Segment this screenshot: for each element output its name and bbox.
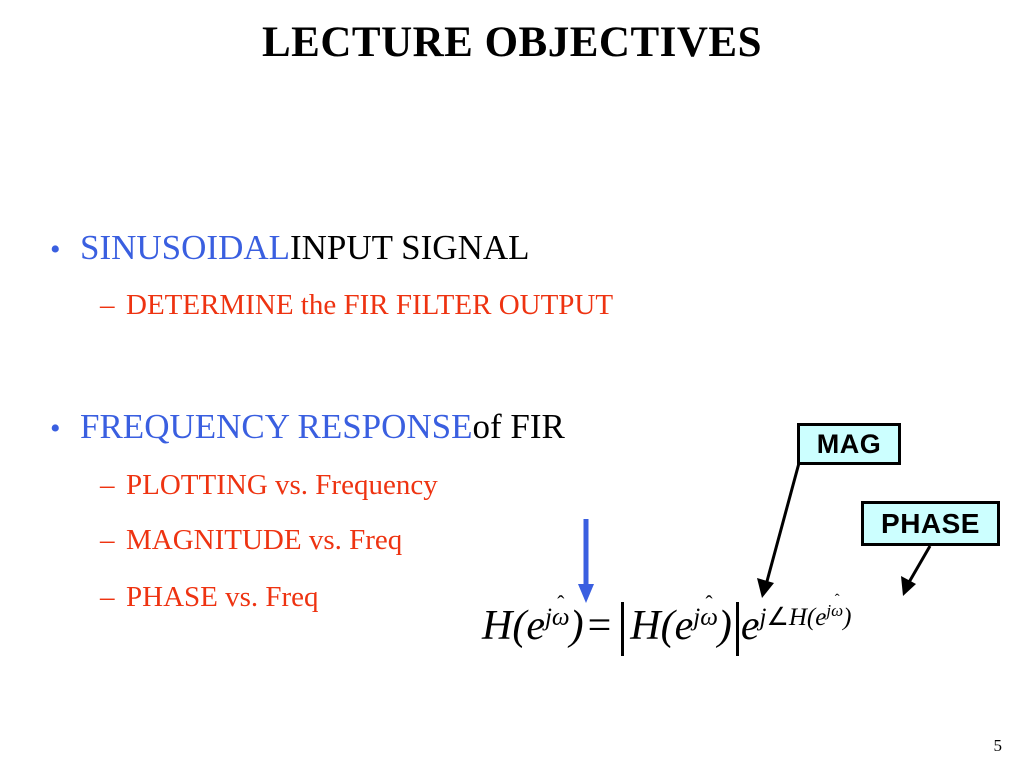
bullet-frequency-response-of-fir: • FREQUENCY RESPONSE of FIR	[50, 407, 565, 449]
bullet-list: • SINUSOIDAL INPUT SIGNAL – DETERMINE th…	[50, 228, 613, 614]
subbullet-label: PHASE vs. Freq	[126, 581, 319, 613]
eq-phase-exp-j: j	[759, 604, 767, 631]
subbullet-plotting-vs-frequency: – PLOTTING vs. Frequency	[100, 468, 438, 502]
bullet-plain-text: of FIR	[472, 407, 565, 446]
eq-mag-base: H(e	[630, 603, 694, 649]
subbullet-label: MAGNITUDE vs. Freq	[126, 524, 403, 556]
bullet-marker-dash: –	[100, 581, 115, 613]
bullet-marker-dash: –	[100, 524, 115, 556]
angle-icon: ∠	[766, 604, 789, 631]
page-title: LECTURE OBJECTIVES	[261, 19, 763, 66]
page-number: 5	[993, 736, 1003, 755]
eq-phase-inner-close: )	[843, 604, 852, 631]
bullet-marker-dot: •	[50, 412, 61, 445]
phase-callout-arrow-icon	[901, 545, 932, 596]
bullet-marker-dash: –	[100, 469, 115, 501]
subbullet-label: DETERMINE the FIR FILTER OUTPUT	[126, 289, 614, 321]
callout-label-phase: PHASE	[881, 507, 980, 539]
eq-phase-H: H(e	[788, 604, 827, 631]
frequency-response-equation: H(ej ˆ ω)= H(ej ˆ ω) ej∠H(ej ˆ ω)	[482, 590, 852, 657]
eq-equals: =	[587, 603, 612, 649]
subbullet-magnitude-vs-freq: – MAGNITUDE vs. Freq	[100, 523, 402, 557]
eq-mag-close: )	[717, 603, 732, 649]
subbullet-label: PLOTTING vs. Frequency	[126, 469, 438, 501]
callout-label-mag: MAG	[816, 428, 882, 459]
bullet-marker-dash: –	[100, 289, 115, 321]
callout-box-phase[interactable]: PHASE	[861, 501, 1000, 546]
eq-magnitude-term: H(ej ˆ ω)	[621, 590, 739, 657]
eq-lhs-close: )	[569, 603, 584, 649]
eq-lhs-base: H(e	[482, 603, 545, 649]
eq-phase-inner-j: j	[826, 601, 832, 620]
bullet-accent-text: FREQUENCY RESPONSE	[80, 407, 473, 446]
subbullet-phase-vs-freq: – PHASE vs. Freq	[100, 580, 319, 614]
bullet-marker-dot: •	[50, 233, 61, 266]
bullet-accent-text: SINUSOIDAL	[80, 228, 290, 267]
bullet-sinusoidal-input-signal: • SINUSOIDAL INPUT SIGNAL	[50, 228, 530, 270]
callout-box-mag[interactable]: MAG	[797, 423, 901, 465]
eq-mag-exp-j: j	[693, 604, 701, 631]
eq-phase-e: e	[740, 603, 760, 649]
eq-phase-exponent: j∠H(ej ˆ ω)	[759, 592, 852, 631]
subbullet-determine-fir-filter-output: – DETERMINE the FIR FILTER OUTPUT	[100, 288, 613, 322]
bullet-plain-text: INPUT SIGNAL	[290, 228, 530, 267]
eq-lhs-exp-j: j	[544, 604, 552, 631]
